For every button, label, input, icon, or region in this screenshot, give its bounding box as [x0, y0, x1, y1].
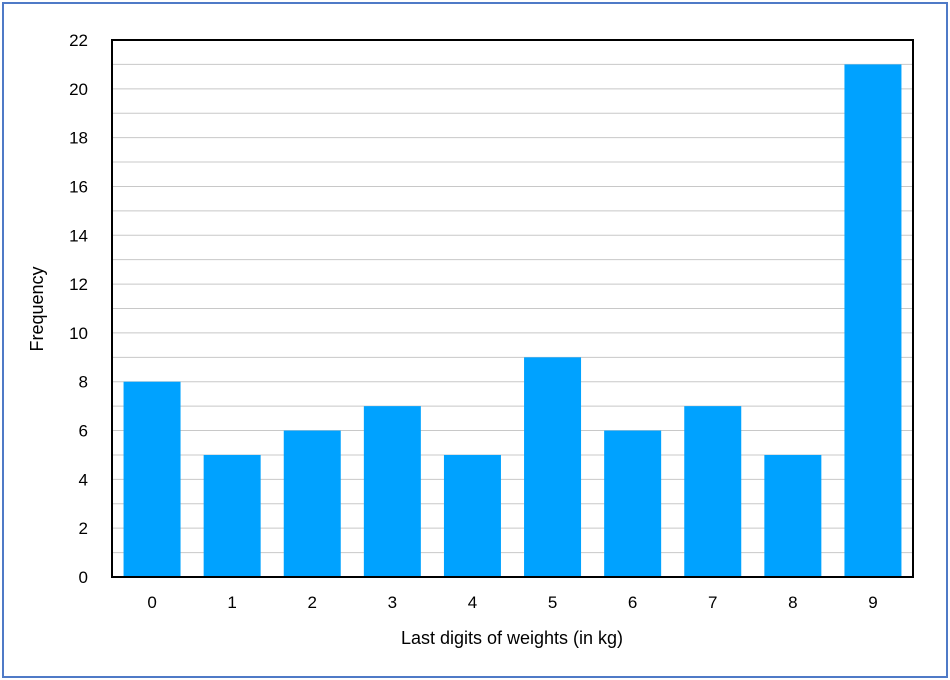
y-tick-label: 6	[79, 422, 88, 441]
bar-9	[844, 64, 902, 578]
y-tick-label: 14	[69, 226, 88, 245]
y-tick-label: 12	[69, 275, 88, 294]
bar-0	[123, 381, 181, 577]
bar-1	[203, 454, 261, 577]
x-tick-label: 1	[227, 593, 236, 612]
y-tick-label: 4	[79, 470, 88, 489]
x-tick-label: 9	[868, 593, 877, 612]
bar-5	[524, 357, 582, 577]
y-tick-label: 10	[69, 324, 88, 343]
y-tick-labels: 0 2 4 6 8 10 12 14 16 18 20 22	[69, 31, 88, 587]
bar-2	[283, 430, 341, 577]
x-axis-label: Last digits of weights (in kg)	[401, 628, 623, 648]
y-tick-label: 2	[79, 519, 88, 538]
y-tick-label: 20	[69, 80, 88, 99]
y-axis-label: Frequency	[27, 266, 47, 351]
bar-6	[604, 430, 662, 577]
y-tick-label: 16	[69, 177, 88, 196]
x-tick-label: 0	[147, 593, 156, 612]
y-tick-label: 22	[69, 31, 88, 50]
x-tick-label: 2	[308, 593, 317, 612]
x-tick-label: 4	[468, 593, 477, 612]
y-tick-label: 0	[79, 568, 88, 587]
x-tick-label: 7	[708, 593, 717, 612]
bars	[123, 64, 902, 578]
x-tick-labels: 0 1 2 3 4 5 6 7 8 9	[147, 593, 877, 612]
x-tick-label: 8	[788, 593, 797, 612]
x-tick-label: 3	[388, 593, 397, 612]
bar-7	[684, 406, 742, 577]
bar-8	[764, 454, 822, 577]
bar-3	[363, 406, 421, 577]
y-tick-label: 8	[79, 373, 88, 392]
x-tick-label: 5	[548, 593, 557, 612]
bar-4	[443, 454, 501, 577]
y-tick-label: 18	[69, 129, 88, 148]
x-tick-label: 6	[628, 593, 637, 612]
plot-area-border	[111, 39, 914, 578]
